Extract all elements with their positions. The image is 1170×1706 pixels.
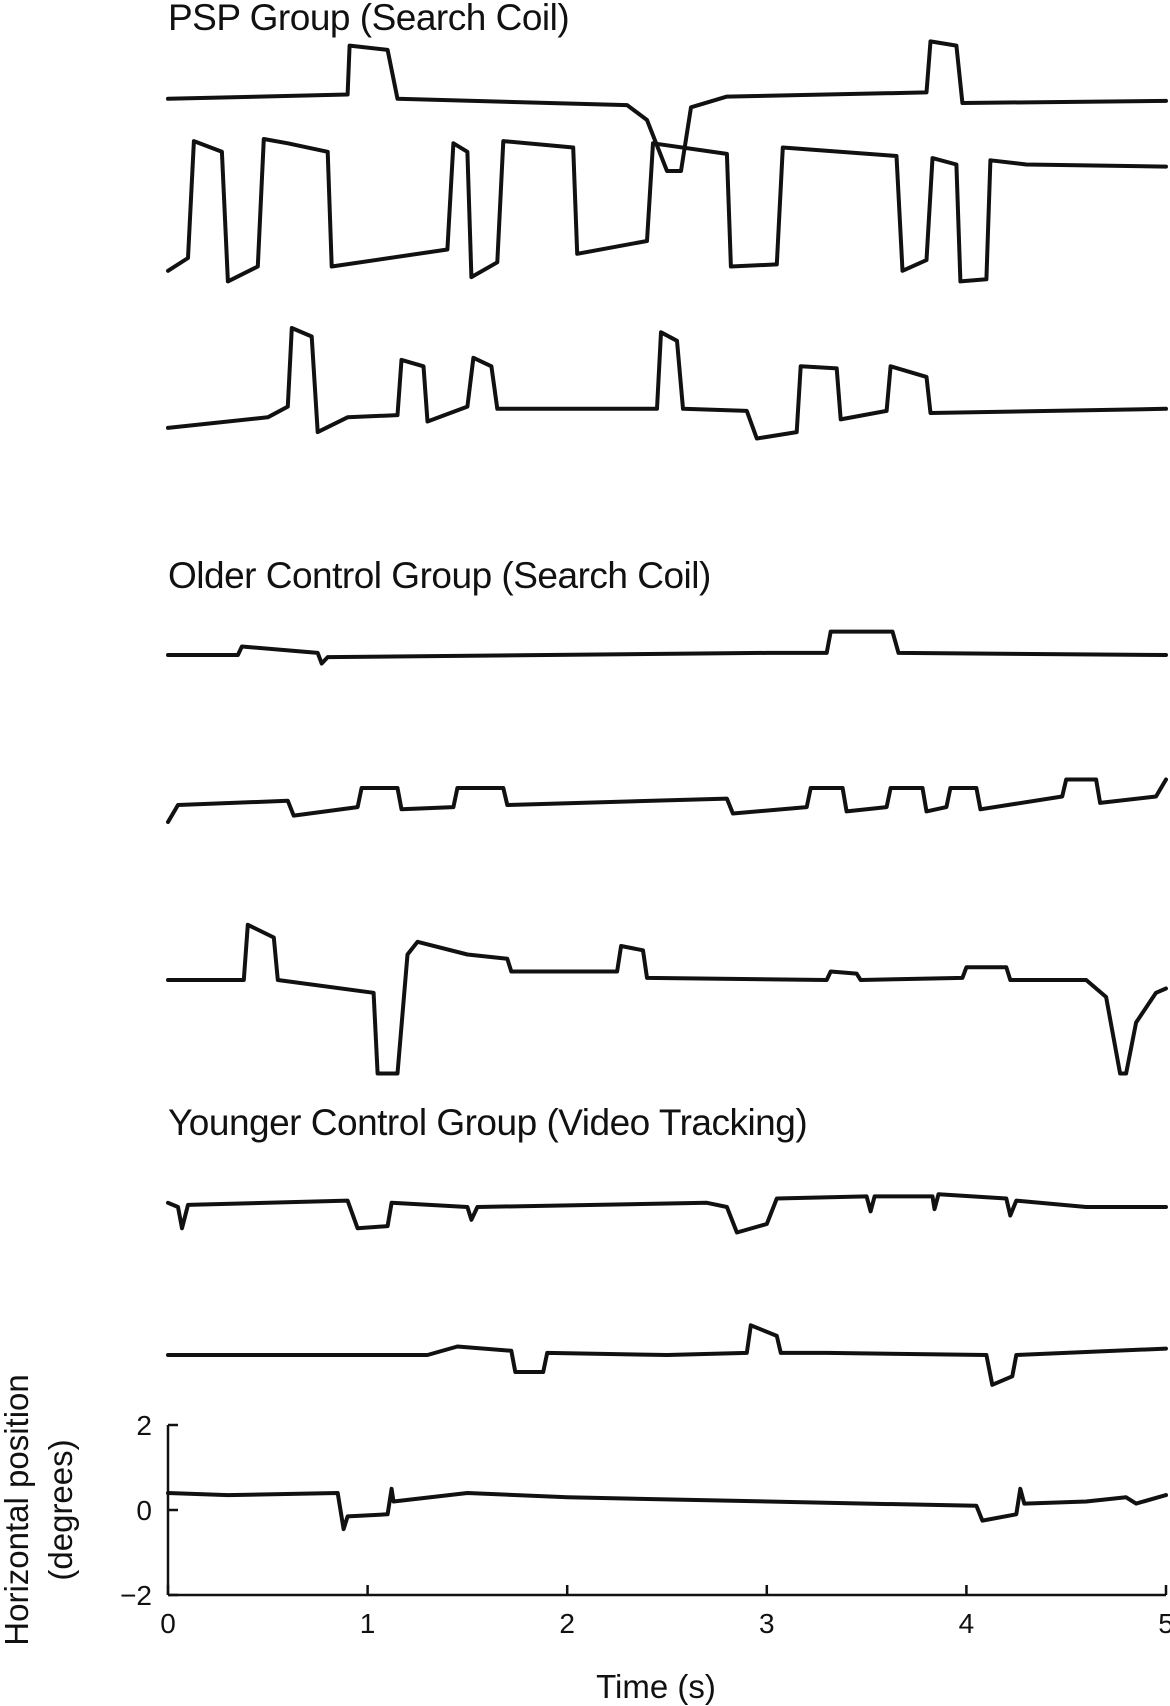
y-axis-title-line-2: (degrees) [42, 1439, 79, 1580]
x-axis-title: Time (s) [596, 1668, 716, 1705]
y-axis-title: Horizontal position (degrees) [0, 1374, 79, 1645]
x-tick-label-4: 4 [959, 1608, 975, 1639]
trace-group3-3 [166, 1486, 1168, 1532]
trace-group3-1 [166, 1192, 1168, 1235]
trace-group1-1 [166, 39, 1168, 173]
group-title-psp: PSP Group (Search Coil) [168, 0, 569, 38]
x-tick-label-2: 2 [559, 1608, 575, 1639]
trace-group2-3 [166, 922, 1168, 1076]
y-tick-label--2: −2 [120, 1580, 152, 1611]
x-tick-label-3: 3 [759, 1608, 775, 1639]
x-tick-label-0: 0 [160, 1608, 176, 1639]
trace-group1-3 [166, 326, 1168, 441]
ticks: 0 1 2 3 4 5 −2 0 2 [120, 1410, 1170, 1639]
x-tick-label-1: 1 [360, 1608, 376, 1639]
x-tick-label-5: 5 [1158, 1608, 1170, 1639]
group-title-older-control: Older Control Group (Search Coil) [168, 555, 711, 596]
trace-group3-2 [166, 1323, 1168, 1387]
trace-group1-2 [166, 137, 1168, 284]
axes: 0 1 2 3 4 5 −2 0 2 [120, 1410, 1170, 1639]
trace-group2-1 [166, 629, 1168, 666]
y-tick-label-0: 0 [136, 1495, 152, 1526]
group-title-younger-control: Younger Control Group (Video Tracking) [168, 1102, 807, 1143]
traces-layer [166, 39, 1168, 1532]
y-axis-title-line-1: Horizontal position [0, 1374, 35, 1645]
y-tick-label-2: 2 [136, 1410, 152, 1441]
trace-group2-2 [166, 777, 1168, 824]
